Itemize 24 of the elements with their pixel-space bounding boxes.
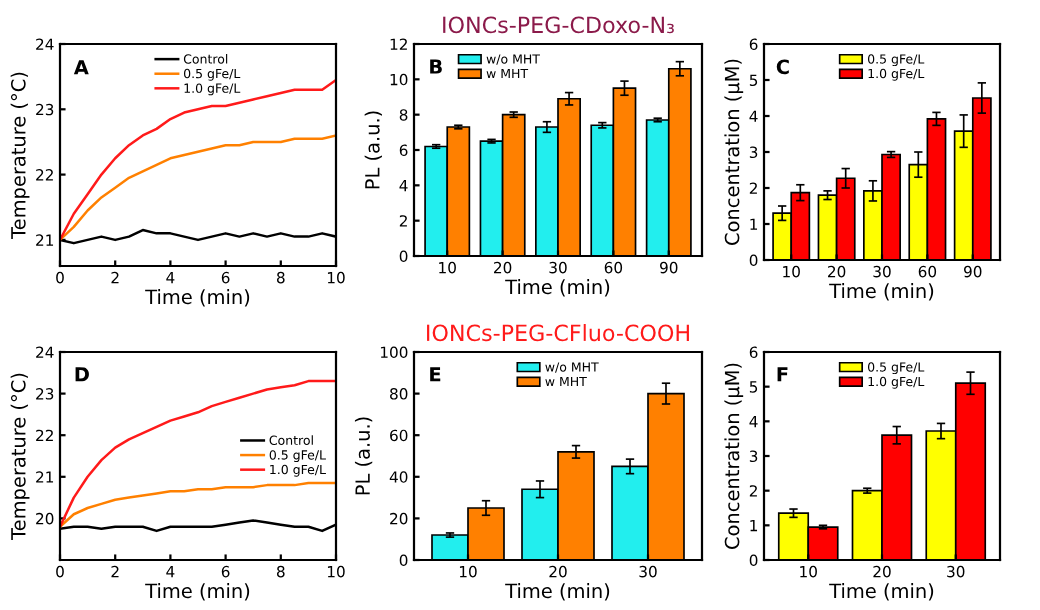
- line-series: [60, 134, 336, 242]
- annotation: F: [777, 367, 788, 382]
- line-series: [60, 379, 336, 528]
- y-axis-title: PL (a.u.): [364, 111, 382, 189]
- line-series: [60, 78, 336, 242]
- x-axis-title: Time (min): [145, 289, 250, 307]
- annotation: C: [776, 59, 789, 75]
- annotation: D: [75, 367, 89, 382]
- x-axis-title: Time (min): [829, 583, 934, 601]
- y-axis-title: Temperature (°C): [10, 373, 30, 540]
- y-axis-title: Concentration (μM): [724, 363, 744, 549]
- line-series: [60, 481, 336, 528]
- x-axis-title: Time (min): [145, 583, 250, 601]
- chart-title: IONCs-PEG-CFluo-COOH: [427, 324, 689, 342]
- x-axis-title: Time (min): [829, 283, 934, 301]
- annotation: E: [430, 367, 441, 382]
- x-axis-title: Time (min): [505, 279, 610, 297]
- y-axis-title: Concentration (μM): [724, 59, 744, 245]
- x-axis-title: Time (min): [505, 583, 610, 601]
- y-axis-title: Temperature (°C): [10, 72, 30, 239]
- y-axis-title: PL (a.u.): [354, 417, 373, 495]
- chart-title: IONCs-PEG-CDoxo-N₃: [443, 16, 674, 34]
- annotation: A: [73, 60, 89, 75]
- annotation: B: [430, 59, 442, 74]
